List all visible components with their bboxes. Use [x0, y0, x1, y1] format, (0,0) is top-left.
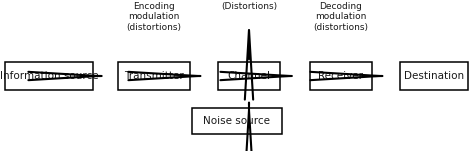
- Text: Transmitter: Transmitter: [124, 71, 184, 81]
- FancyBboxPatch shape: [400, 62, 468, 90]
- FancyBboxPatch shape: [192, 108, 282, 134]
- Text: Information source: Information source: [0, 71, 98, 81]
- FancyBboxPatch shape: [218, 62, 280, 90]
- Text: Destination: Destination: [404, 71, 464, 81]
- Text: (Distortions): (Distortions): [221, 2, 277, 11]
- Text: Noise source: Noise source: [203, 116, 271, 126]
- Text: Receiver: Receiver: [319, 71, 364, 81]
- Text: Decoding
modulation
(distortions): Decoding modulation (distortions): [313, 2, 368, 32]
- FancyBboxPatch shape: [5, 62, 93, 90]
- Text: Encoding
modulation
(distortions): Encoding modulation (distortions): [127, 2, 182, 32]
- Text: Channel: Channel: [228, 71, 271, 81]
- FancyBboxPatch shape: [118, 62, 190, 90]
- FancyBboxPatch shape: [310, 62, 372, 90]
